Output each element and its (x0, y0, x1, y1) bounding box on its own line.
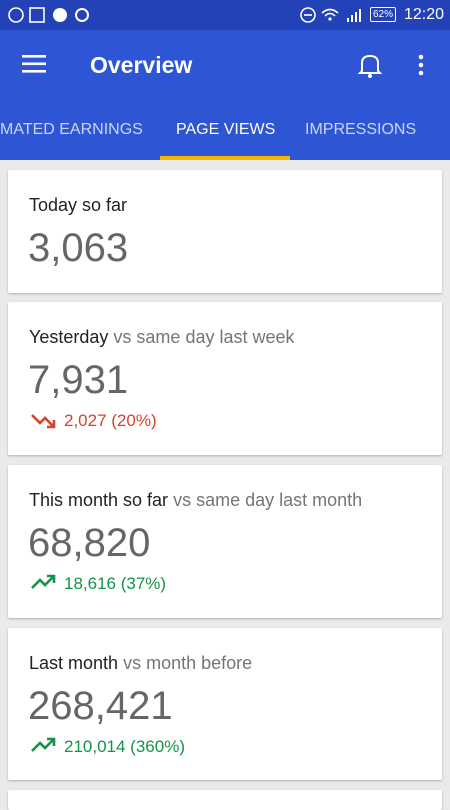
trend-up-icon (31, 574, 56, 589)
card-value: 268,421 (28, 684, 173, 728)
card[interactable]: This month so far vs same day last month… (8, 465, 442, 618)
tab-indicator (160, 156, 290, 160)
card-title: Today so far (29, 195, 128, 215)
notifications-button[interactable] (358, 52, 382, 78)
card-title: Last month (29, 653, 119, 673)
tab[interactable]: MATED EARNINGS (0, 121, 143, 138)
trend-down-icon (31, 414, 56, 429)
card-title: Yesterday (29, 327, 109, 347)
card-value: 3,063 (28, 226, 129, 270)
clock: 12:20 (404, 6, 445, 23)
card-change: 210,014 (360%) (64, 737, 185, 756)
menu-button[interactable] (22, 54, 48, 74)
card-change: 2,027 (20%) (64, 411, 157, 430)
card-value: 68,820 (28, 521, 151, 565)
app-bar: Overview MATED EARNINGS PAGE VIEWS IMPRE… (0, 30, 450, 160)
card-subtitle: vs same day last week (113, 327, 295, 347)
tab[interactable]: PAGE VIEWS (176, 121, 276, 138)
notification-icons (8, 7, 89, 23)
card[interactable]: Yesterday vs same day last week 7,931 2,… (8, 302, 442, 455)
trend-up-icon (31, 737, 56, 752)
system-icons (300, 7, 361, 23)
tab[interactable]: IMPRESSIONS (305, 121, 417, 138)
card[interactable]: Today so far 3,063 (8, 170, 442, 293)
card-subtitle: vs same day last month (173, 490, 363, 510)
app-title: Overview (90, 52, 193, 78)
status-bar: 62% 12:20 (0, 0, 450, 30)
battery: 62% (370, 7, 397, 22)
card-change: 18,616 (37%) (64, 574, 167, 593)
card-title: This month so far (29, 490, 169, 510)
card[interactable]: Last month vs month before 268,421 210,0… (8, 628, 442, 780)
card[interactable] (8, 790, 442, 810)
card-value: 7,931 (28, 358, 129, 402)
card-subtitle: vs month before (123, 653, 253, 673)
more-button[interactable] (416, 54, 426, 76)
